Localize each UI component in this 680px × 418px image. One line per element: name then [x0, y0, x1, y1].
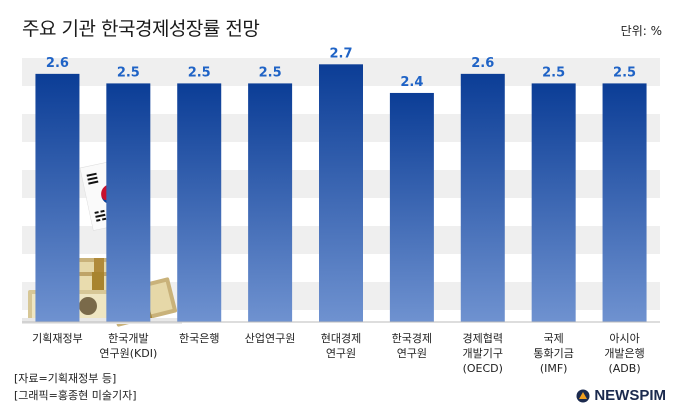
x-tick-label: 한국은행: [179, 332, 219, 345]
x-tick-label: 한국개발: [108, 332, 148, 345]
bar: [35, 73, 80, 322]
x-tick-label: 기획재정부: [32, 332, 83, 345]
bar: [319, 64, 363, 322]
graphic-credit: [그래픽=홍종현 미술기자]: [14, 389, 137, 402]
x-tick-label: 개발기구: [463, 347, 503, 360]
bar: [177, 83, 222, 323]
bar-value-label: 2.7: [329, 46, 352, 61]
x-tick-label: (ADB): [608, 362, 640, 375]
bar: [389, 92, 434, 323]
x-tick-label: 한국경제: [392, 332, 432, 345]
unit-label: 단위: %: [620, 24, 662, 38]
bar: [106, 83, 151, 323]
x-tick-label: 경제협력: [463, 332, 503, 345]
bar: [602, 83, 647, 323]
x-tick-label: 통화기금: [533, 347, 573, 360]
x-tick-label: 아시아: [609, 332, 639, 345]
x-tick-label: (OECD): [463, 362, 503, 375]
x-tick-label: 연구원: [397, 347, 427, 360]
newspim-logo: NEWSPIM: [576, 387, 666, 404]
bar-value-label: 2.6: [46, 56, 69, 71]
x-tick-label: (IMF): [540, 362, 568, 375]
bar-value-label: 2.5: [542, 65, 565, 80]
newspim-logo-text: NEWSPIM: [594, 387, 666, 404]
chart-title: 주요 기관 한국경제성장률 전망: [22, 18, 260, 40]
bar-value-label: 2.6: [471, 56, 494, 71]
bars-group: [35, 64, 647, 323]
bar-value-label: 2.5: [259, 65, 282, 80]
bar: [531, 83, 576, 323]
bar-value-label: 2.5: [117, 65, 140, 80]
value-labels-group: 2.6 2.5 2.5 2.5 2.7 2.4 2.6 2.5 2.5: [46, 46, 636, 90]
bar-value-label: 2.5: [188, 65, 211, 80]
bar: [248, 83, 293, 323]
newspim-logo-icon: [576, 389, 590, 402]
x-tick-label: 산업연구원: [245, 332, 296, 345]
x-tick-label: 개발은행: [604, 347, 644, 360]
x-tick-label: 연구원: [326, 347, 356, 360]
x-tick-label: 연구원(KDI): [99, 347, 157, 360]
x-tick-label: 국제: [544, 332, 564, 345]
x-tick-label: 현대경제: [321, 332, 361, 345]
bar: [460, 73, 505, 322]
source-note: [자료=기획재정부 등]: [14, 372, 117, 385]
bar-value-label: 2.4: [400, 75, 423, 90]
bar-value-label: 2.5: [613, 65, 636, 80]
